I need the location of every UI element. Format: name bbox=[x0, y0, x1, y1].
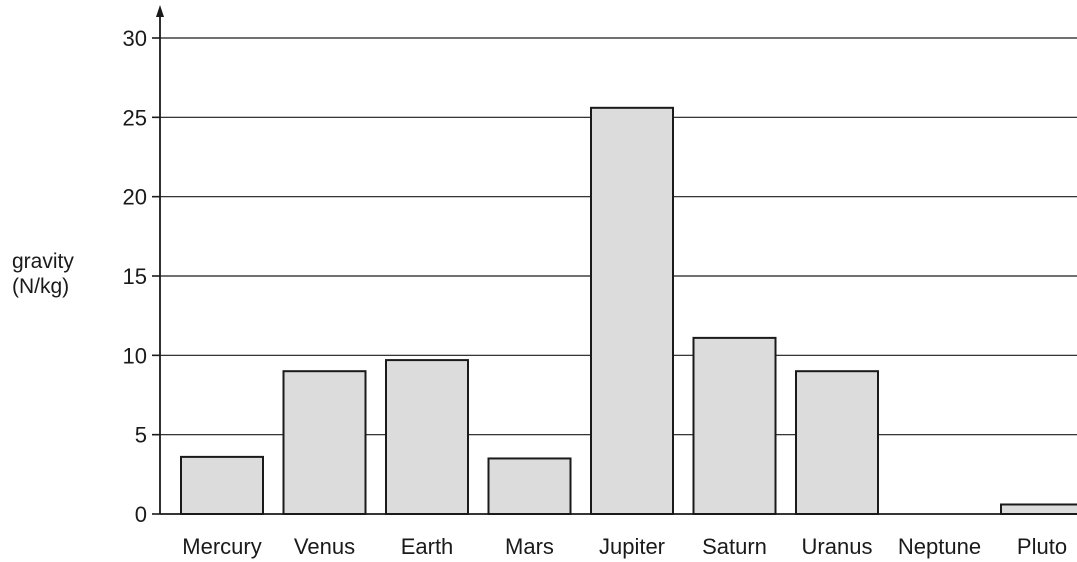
bar-earth bbox=[385, 359, 469, 515]
y-tick-label: 10 bbox=[123, 343, 147, 368]
y-tick-label: 0 bbox=[135, 502, 147, 527]
axes bbox=[152, 5, 1077, 515]
y-tick-label: 5 bbox=[135, 423, 147, 448]
bar-saturn bbox=[692, 336, 777, 515]
y-tick-label: 20 bbox=[123, 185, 147, 210]
y-tick-label: 25 bbox=[123, 105, 147, 130]
bar-uranus bbox=[795, 370, 879, 516]
category-label-pluto: Pluto bbox=[1017, 534, 1067, 559]
bar-mercury bbox=[180, 455, 264, 516]
category-label-uranus: Uranus bbox=[802, 534, 873, 559]
bar-venus bbox=[282, 370, 367, 516]
category-label-venus: Venus bbox=[294, 534, 355, 559]
y-tick-label: 30 bbox=[123, 26, 147, 51]
category-label-neptune: Neptune bbox=[898, 534, 981, 559]
category-label-saturn: Saturn bbox=[702, 534, 767, 559]
category-label-earth: Earth bbox=[401, 534, 454, 559]
bar-mars bbox=[487, 457, 572, 516]
category-label-jupiter: Jupiter bbox=[599, 534, 665, 559]
y-tick-labels: 0 5 10 15 20 25 30 bbox=[123, 26, 147, 527]
bar-pluto bbox=[1000, 503, 1077, 516]
y-axis-label-line-2: (N/kg) bbox=[12, 275, 69, 298]
y-tick-label: 15 bbox=[123, 264, 147, 289]
y-axis-label-line-1: gravity bbox=[12, 250, 74, 273]
bar-jupiter bbox=[590, 106, 674, 516]
y-axis-arrow bbox=[156, 5, 164, 17]
category-label-mars: Mars bbox=[505, 534, 554, 559]
category-labels: Mercury Venus Earth Mars Jupiter Saturn Uranus… bbox=[182, 534, 1067, 559]
bars bbox=[180, 106, 1077, 516]
category-label-mercury: Mercury bbox=[182, 534, 261, 559]
